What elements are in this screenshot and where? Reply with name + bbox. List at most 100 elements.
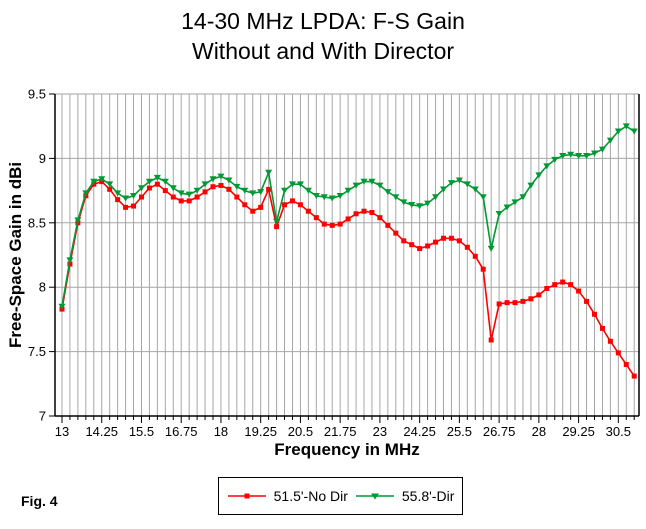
data-point-marker (432, 194, 440, 201)
data-point-marker (146, 185, 152, 191)
data-point-marker (480, 266, 486, 272)
data-point-marker (527, 182, 535, 189)
data-point-marker (186, 198, 192, 204)
data-point-marker (590, 150, 598, 157)
data-point-marker (257, 189, 265, 196)
data-point-marker (400, 199, 408, 206)
data-point-marker (218, 182, 224, 188)
data-point-marker (74, 217, 82, 224)
data-point-marker (503, 204, 511, 211)
data-point-marker (320, 194, 328, 201)
data-point-marker (58, 303, 66, 310)
x-tick-label: 15.5 (129, 424, 154, 439)
data-point-marker (512, 300, 518, 306)
data-point-marker (177, 190, 185, 197)
data-point-marker (296, 181, 304, 188)
data-point-marker (226, 186, 232, 192)
data-point-marker (511, 199, 519, 206)
data-point-marker (488, 337, 494, 343)
data-point-marker (202, 189, 208, 195)
x-tick-label: 13 (55, 424, 69, 439)
data-point-marker (178, 198, 184, 204)
data-point-marker (161, 178, 169, 185)
data-point-marker (392, 194, 400, 201)
data-point-marker (607, 338, 613, 344)
x-axis-title: Frequency in MHz (274, 440, 420, 459)
data-point-marker (424, 200, 432, 207)
data-point-marker (615, 350, 621, 356)
data-point-marker (234, 194, 240, 200)
data-point-marker (225, 177, 233, 184)
data-point-marker (352, 182, 360, 189)
chart-title: 14-30 MHz LPDA: F-S Gain Without and Wit… (0, 6, 646, 66)
data-point-marker (551, 156, 559, 163)
x-tick-label: 26.75 (483, 424, 516, 439)
data-point-marker (591, 311, 597, 317)
data-point-marker (250, 208, 256, 214)
data-point-marker (82, 190, 90, 197)
data-point-marker (456, 238, 462, 244)
data-point-marker (233, 183, 241, 190)
data-point-marker (385, 222, 391, 228)
data-point-marker (123, 204, 129, 210)
data-point-marker (304, 187, 312, 194)
data-point-marker (368, 178, 376, 185)
data-point-marker (282, 202, 288, 208)
chart-title-line2: Without and With Director (191, 38, 455, 64)
data-point-marker (377, 215, 383, 221)
data-point-marker (265, 169, 273, 176)
data-point-marker (305, 208, 311, 214)
data-point-marker (313, 215, 319, 221)
data-point-marker (496, 301, 502, 307)
y-tick-label: 7 (39, 409, 46, 424)
x-tick-label: 23 (373, 424, 387, 439)
data-point-marker (567, 151, 575, 158)
legend-label-dir: 55.8'-Dir (401, 488, 455, 504)
x-tick-label: 18 (214, 424, 228, 439)
data-point-marker (455, 177, 463, 184)
data-point-marker (242, 202, 248, 208)
data-point-marker (543, 163, 551, 170)
data-point-marker (66, 257, 74, 264)
data-point-marker (193, 187, 201, 194)
data-point-marker (463, 181, 471, 188)
x-tick-label: 21.75 (324, 424, 357, 439)
data-point-marker (353, 211, 359, 217)
data-point-marker (90, 178, 98, 185)
data-point-marker (321, 221, 327, 227)
data-point-marker (631, 373, 637, 379)
data-point-marker (433, 239, 439, 245)
data-point-marker (479, 194, 487, 201)
data-point-marker (185, 191, 193, 198)
x-tick-label: 16.75 (165, 424, 198, 439)
y-tick-label: 9 (39, 151, 46, 166)
data-point-marker (584, 298, 590, 304)
data-point-marker (107, 186, 113, 192)
data-point-marker (210, 184, 216, 190)
data-point-marker (266, 186, 272, 192)
data-point-marker (598, 146, 606, 153)
data-point-marker (560, 279, 566, 285)
data-point-marker (258, 204, 264, 210)
data-point-marker (464, 244, 470, 250)
x-tick-label: 28 (532, 424, 546, 439)
data-point-marker (122, 195, 130, 202)
data-point-marker (336, 192, 344, 199)
data-point-marker (536, 292, 542, 298)
data-point-marker (568, 282, 574, 288)
data-point-marker (162, 188, 168, 194)
legend: 51.5'-No Dir 55.8'-Dir (218, 477, 463, 515)
y-tick-label: 8.5 (28, 215, 46, 230)
data-point-marker (606, 137, 614, 144)
data-point-marker (170, 194, 176, 200)
data-point-marker (241, 187, 249, 194)
data-point-marker (409, 242, 415, 248)
data-point-marker (393, 230, 399, 236)
x-tick-label: 30.5 (606, 424, 631, 439)
data-point-marker (552, 282, 558, 288)
data-point-marker (528, 296, 534, 302)
data-point-marker (622, 123, 630, 130)
data-point-marker (337, 221, 343, 227)
